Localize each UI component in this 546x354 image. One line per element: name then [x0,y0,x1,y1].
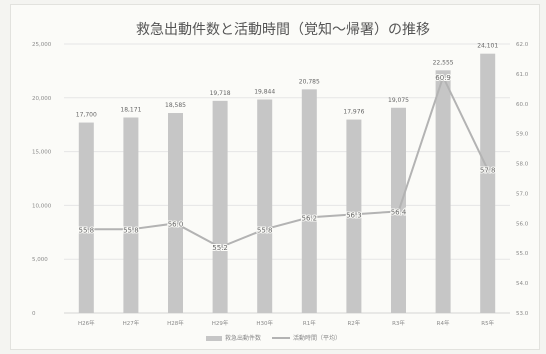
x-tick-label: H29年 [212,319,229,327]
line-point [173,221,178,225]
line-value-label: 55.8 [79,226,95,234]
bar [435,70,451,313]
y2-tick-label: 60.0 [516,102,529,108]
y2-tick-label: 55.0 [516,251,529,257]
x-tick-label: R2年 [347,319,360,327]
x-tick-label: H28年 [167,319,184,327]
line-point [263,227,267,231]
line-point [218,245,222,249]
x-tick-label: R1年 [303,319,316,327]
legend-line-label: 活動時間（平均） [293,334,341,342]
y-tick-label: 5,000 [32,257,48,263]
line-point [441,75,445,79]
y-tick-label: 10,000 [32,203,52,209]
legend: 救急出動件数 活動時間（平均） [206,334,341,342]
y2-tick-label: 57.0 [516,191,529,197]
bar [123,117,139,313]
bar [212,100,228,313]
x-tick-label: R3年 [392,319,405,327]
x-tick-label: R4年 [437,319,450,327]
bar-value-label: 18,171 [120,106,141,113]
bar-value-label: 19,075 [388,97,409,104]
bar [168,113,183,314]
bar [301,89,317,314]
bar [480,53,496,313]
y-tick-label: 25,000 [32,42,52,48]
y2-tick-label: 59.0 [516,132,529,138]
axis-labels: 0 5,000 10,000 15,000 20,000 25,000 53.0 54.0 55… [32,42,529,327]
line-value-label: 55.8 [123,226,139,234]
x-tick-label: H27年 [123,319,140,327]
activity-time-line [86,74,489,249]
line-point [396,209,401,213]
bar [78,122,94,313]
bar-value-label: 22,555 [433,59,454,66]
line-point [352,212,356,216]
data-labels: 17,700 18,171 18,585 19,718 19,844 20,785 17,9… [76,43,499,254]
bar [346,119,362,313]
y-tick-label: 0 [32,311,36,317]
bar-value-label: 17,976 [343,109,364,116]
line-value-label: 56.2 [302,214,318,222]
bar-value-label: 24,101 [477,43,498,50]
line-value-label: 55.2 [212,244,228,252]
line-point [486,167,490,172]
x-tick-label: H26年 [78,319,95,327]
y2-tick-label: 62.0 [516,42,529,48]
y2-tick-label: 53.0 [516,311,529,317]
x-tick-label: H30年 [256,319,273,327]
line-value-label: 56.4 [391,208,407,216]
bar [257,99,273,313]
legend-bar-label: 救急出動件数 [225,334,261,342]
line-series [84,74,490,249]
line-point [84,227,88,231]
y2-tick-label: 58.0 [516,162,529,168]
bar-value-label: 19,718 [210,90,231,97]
y2-tick-label: 61.0 [516,72,529,78]
bar-series [78,53,496,314]
bar-value-label: 18,585 [165,102,186,109]
x-tick-label: R5年 [481,319,494,327]
y2-tick-label: 56.0 [516,221,529,227]
line-value-label: 60.9 [435,74,451,82]
chart-title: 救急出動件数と活動時間（覚知～帰署）の推移 [136,21,430,38]
line-value-label: 57.8 [480,167,496,175]
line-point [129,227,133,231]
line-value-label: 55.8 [257,226,273,234]
y-tick-label: 20,000 [32,96,52,102]
legend-bar-swatch [206,336,222,341]
line-value-label: 56.3 [346,211,362,219]
chart-panel [10,4,540,350]
y-tick-label: 15,000 [32,150,52,156]
bar-value-label: 20,785 [299,78,320,85]
bar-value-label: 19,844 [254,88,275,95]
line-point [307,215,311,219]
y2-tick-label: 54.0 [516,281,529,287]
bar-value-label: 17,700 [76,112,97,119]
line-value-label: 56.0 [168,220,184,228]
